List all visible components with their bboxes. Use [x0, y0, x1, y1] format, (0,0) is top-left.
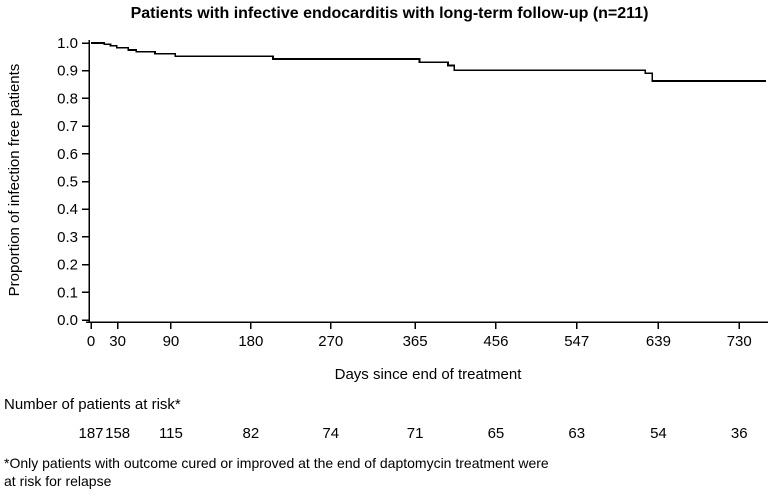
y-tick-label: 0.1 — [57, 284, 78, 301]
x-tick-label: 547 — [564, 333, 589, 350]
x-tick-label: 730 — [727, 333, 752, 350]
y-tick-label: 0.7 — [57, 118, 78, 135]
risk-number: 115 — [159, 425, 183, 442]
y-tick-label: 1.0 — [57, 35, 78, 52]
x-tick-label: 456 — [483, 333, 508, 350]
footnote-line-1: *Only patients with outcome cured or imp… — [4, 455, 549, 471]
x-axis-title: Days since end of treatment — [334, 366, 522, 383]
risk-number: 71 — [407, 425, 424, 442]
footnote: *Only patients with outcome cured or imp… — [4, 454, 549, 490]
km-curve — [91, 42, 766, 82]
x-tick-label: 270 — [318, 333, 343, 350]
x-tick-label: 0 — [87, 333, 95, 350]
y-tick-label: 0.5 — [57, 174, 78, 191]
x-tick-label: 365 — [403, 333, 428, 350]
risk-number: 74 — [322, 425, 339, 442]
y-tick-label: 0.4 — [57, 201, 78, 218]
risk-number: 158 — [105, 425, 130, 442]
y-tick-label: 0.3 — [57, 229, 78, 246]
y-axis: 0.0 0.1 0.2 0.3 0.4 0.5 0.6 0.7 0.8 0.9 1.0 — [57, 35, 90, 329]
x-tick-label: 180 — [238, 333, 263, 350]
x-tick-label: 90 — [163, 333, 180, 350]
x-axis: 0 30 90 180 270 365 456 547 639 730 — [86, 321, 768, 350]
risk-numbers: 187 158 115 82 74 71 65 63 54 36 — [78, 425, 747, 442]
risk-number: 36 — [731, 425, 748, 442]
risk-number: 82 — [242, 425, 259, 442]
footnote-line-2: at risk for relapse — [4, 473, 112, 489]
risk-number: 54 — [650, 425, 667, 442]
number-at-risk-label: Number of patients at risk* — [4, 396, 181, 413]
y-tick-label: 0.8 — [57, 90, 78, 107]
y-tick-label: 0.9 — [57, 63, 78, 80]
chart-title: Patients with infective endocarditis wit… — [130, 5, 649, 22]
x-tick-label: 30 — [109, 333, 126, 350]
risk-number: 65 — [488, 425, 505, 442]
y-tick-label: 0.0 — [57, 312, 78, 329]
risk-number: 63 — [568, 425, 585, 442]
y-tick-label: 0.2 — [57, 257, 78, 274]
risk-number: 187 — [78, 425, 103, 442]
y-tick-label: 0.6 — [57, 146, 78, 163]
x-tick-label: 639 — [646, 333, 671, 350]
